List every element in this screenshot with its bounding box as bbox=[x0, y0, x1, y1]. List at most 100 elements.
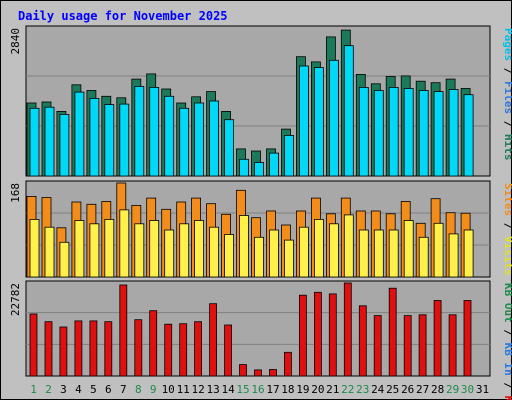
visits-bar-sites-day-2 bbox=[44, 226, 55, 278]
kbytes-bar-kb-f-day-6 bbox=[104, 321, 113, 377]
visits-bar-sites-day-20 bbox=[313, 218, 324, 278]
visits-bar-sites-day-26 bbox=[403, 220, 414, 278]
x-tick-label-day-6: 6 bbox=[105, 383, 112, 396]
kbytes-bar-kb-f-day-28 bbox=[433, 300, 442, 377]
visits-bar-sites-day-16 bbox=[254, 236, 264, 278]
visits-ymax-label: 168 bbox=[9, 183, 22, 203]
chart-title: Daily usage for November 2025 bbox=[18, 9, 228, 23]
requests-ymax-label: 2840 bbox=[9, 28, 22, 55]
kbytes-bar-kb-f-day-27 bbox=[418, 314, 427, 377]
kbytes-plot-area bbox=[25, 280, 491, 377]
x-tick-label-day-26: 26 bbox=[401, 383, 414, 396]
requests-bar-files-day-16 bbox=[254, 162, 264, 177]
x-tick-label-day-14: 14 bbox=[221, 383, 235, 396]
kbytes-bar-kb-f-day-2 bbox=[44, 321, 53, 377]
legend-separator: / bbox=[502, 323, 512, 343]
x-tick-label-day-22: 22 bbox=[341, 383, 354, 396]
x-tick-label-day-12: 12 bbox=[191, 383, 204, 396]
requests-legend: Pages / Files / Hits bbox=[502, 28, 512, 161]
x-tick-label-day-3: 3 bbox=[60, 383, 67, 396]
x-tick-label-day-4: 4 bbox=[75, 383, 82, 396]
requests-bar-files-day-22 bbox=[343, 45, 354, 177]
kbytes-bar-kb-f-day-3 bbox=[59, 326, 68, 377]
requests-bar-files-day-7 bbox=[119, 103, 130, 177]
visits-bar-sites-day-9 bbox=[149, 220, 160, 278]
requests-bar-files-day-30 bbox=[463, 94, 474, 177]
kbytes-bar-kb-f-day-11 bbox=[179, 323, 188, 377]
visits-bar-sites-day-4 bbox=[74, 220, 85, 278]
requests-bar-files-day-27 bbox=[418, 90, 429, 177]
requests-bar-files-day-11 bbox=[179, 107, 190, 177]
x-tick-label-day-23: 23 bbox=[356, 383, 369, 396]
visits-bar-sites-day-29 bbox=[448, 233, 459, 278]
requests-bar-files-day-25 bbox=[388, 87, 399, 177]
requests-bar-files-day-18 bbox=[284, 134, 294, 177]
kbytes-bar-kb-f-day-19 bbox=[298, 294, 307, 377]
visits-bar-sites-day-21 bbox=[328, 223, 339, 278]
kbytes-bar-kb-f-day-7 bbox=[119, 284, 128, 377]
legend-separator: / bbox=[502, 61, 512, 81]
requests-panel: 2840 Pages / Files / Hits bbox=[9, 25, 512, 177]
requests-bar-files-day-10 bbox=[164, 95, 175, 177]
kbytes-ymax-label: 22782 bbox=[9, 283, 22, 316]
x-tick-label-day-10: 10 bbox=[162, 383, 175, 396]
kbytes-bar-kb-f-day-18 bbox=[283, 351, 292, 377]
requests-bar-files-day-14 bbox=[224, 119, 235, 177]
kbytes-bar-kb-f-day-10 bbox=[164, 323, 173, 377]
requests-bar-files-day-4 bbox=[74, 91, 85, 177]
visits-bar-sites-day-12 bbox=[194, 220, 205, 278]
x-tick-label-day-30: 30 bbox=[461, 383, 474, 396]
legend-files: Files bbox=[502, 81, 512, 114]
x-tick-label-day-9: 9 bbox=[150, 383, 157, 396]
x-tick-label-day-24: 24 bbox=[371, 383, 385, 396]
legend-kb-in: KB In bbox=[502, 343, 512, 376]
x-tick-label-day-5: 5 bbox=[90, 383, 97, 396]
kbytes-bar-kb-f-day-4 bbox=[74, 320, 83, 377]
visits-bar-sites-day-7 bbox=[119, 209, 130, 278]
x-tick-label-day-31: 31 bbox=[476, 383, 489, 396]
x-tick-label-day-7: 7 bbox=[120, 383, 127, 396]
legend-visits: Visits bbox=[502, 236, 512, 276]
visits-bar-sites-day-30 bbox=[463, 229, 474, 278]
x-tick-label-day-18: 18 bbox=[281, 383, 294, 396]
requests-bar-files-day-21 bbox=[328, 59, 339, 177]
requests-bar-files-day-24 bbox=[373, 90, 384, 177]
visits-bar-sites-day-24 bbox=[373, 229, 384, 278]
x-tick-label-day-21: 21 bbox=[326, 383, 339, 396]
requests-bar-files-day-17 bbox=[269, 152, 279, 177]
x-tick-label-day-20: 20 bbox=[311, 383, 324, 396]
requests-bar-files-day-29 bbox=[448, 89, 459, 177]
visits-panel: 168 Sites / Visits bbox=[9, 180, 512, 278]
x-tick-label-day-17: 17 bbox=[266, 383, 279, 396]
kbytes-bar-kb-f-day-15 bbox=[239, 364, 247, 377]
visits-bar-sites-day-5 bbox=[89, 223, 100, 278]
kbytes-legend: KB Out / KB In / KB F bbox=[502, 283, 512, 400]
visits-bar-sites-day-15 bbox=[239, 215, 249, 278]
requests-bar-files-day-20 bbox=[313, 67, 324, 177]
visits-bar-sites-day-25 bbox=[388, 229, 399, 278]
kbytes-bar-kb-f-day-8 bbox=[134, 319, 143, 377]
requests-bar-files-day-6 bbox=[104, 104, 115, 177]
visits-bar-sites-day-11 bbox=[179, 223, 190, 278]
visits-bar-sites-day-13 bbox=[209, 226, 220, 278]
visits-legend: Sites / Visits bbox=[502, 183, 512, 276]
requests-bar-files-day-12 bbox=[194, 102, 205, 177]
kbytes-bar-kb-f-day-14 bbox=[224, 324, 233, 377]
legend-separator: / bbox=[502, 376, 512, 396]
requests-bar-files-day-2 bbox=[44, 106, 55, 177]
kbytes-bar-kb-f-day-1 bbox=[29, 313, 38, 377]
visits-bar-sites-day-17 bbox=[269, 229, 279, 278]
visits-bar-sites-day-19 bbox=[298, 226, 309, 278]
legend-kb-out: KB Out bbox=[502, 283, 512, 323]
visits-bar-sites-day-22 bbox=[343, 214, 354, 278]
visits-bar-sites-day-3 bbox=[59, 241, 70, 278]
legend-kb-f: KB F bbox=[502, 396, 512, 400]
requests-bar-files-day-9 bbox=[149, 87, 160, 177]
kbytes-bar-kb-f-day-26 bbox=[403, 315, 412, 377]
legend-pages: Pages bbox=[502, 28, 512, 61]
kbytes-bar-kb-f-day-12 bbox=[194, 321, 203, 377]
requests-bar-files-day-1 bbox=[29, 107, 40, 177]
visits-bar-sites-day-28 bbox=[433, 222, 444, 278]
requests-bar-files-day-8 bbox=[134, 86, 145, 177]
